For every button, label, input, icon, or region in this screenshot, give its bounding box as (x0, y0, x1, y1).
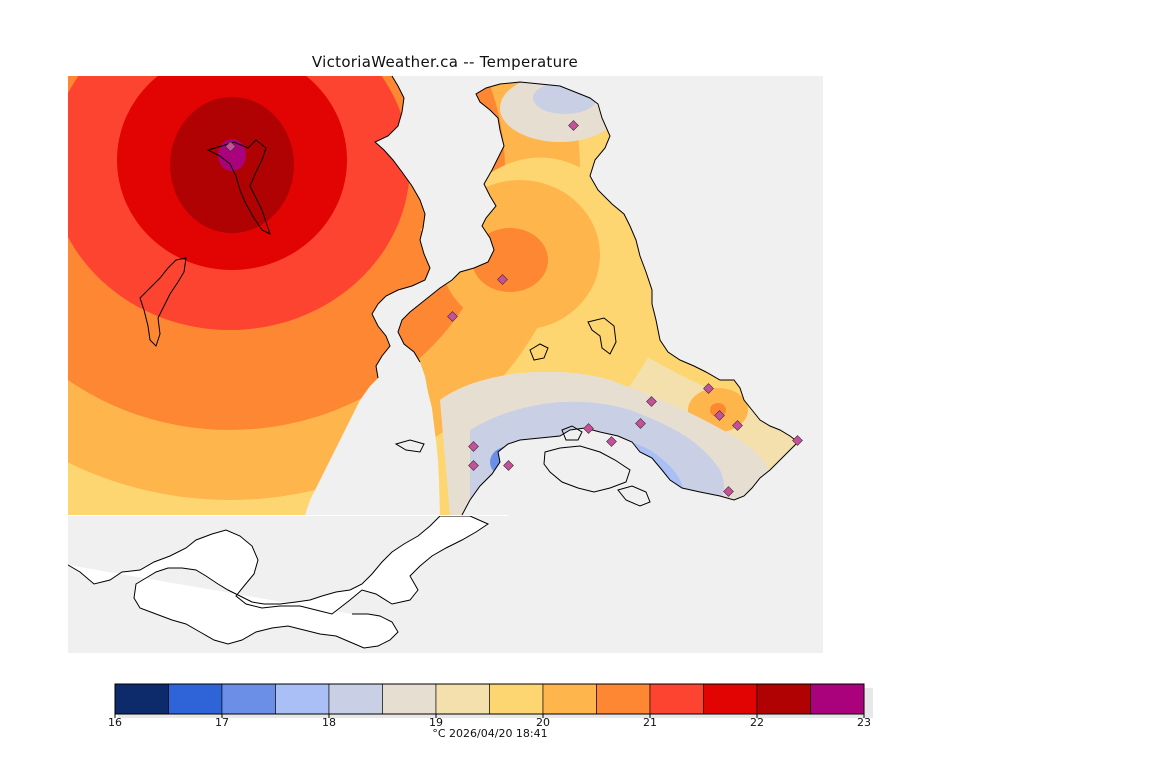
station-marker[interactable] (225, 141, 236, 152)
station-marker[interactable] (606, 436, 617, 447)
legend-bin (596, 683, 651, 715)
legend-frame (114, 683, 865, 715)
legend-bin (435, 683, 490, 715)
weather-stations[interactable] (225, 120, 803, 497)
station-marker[interactable] (714, 410, 725, 421)
legend-caption: °C 2026/04/20 18:41 (432, 727, 548, 740)
legend-tick-label: 16 (108, 716, 122, 729)
legend-bin (649, 683, 704, 715)
legend-bin (328, 683, 383, 715)
legend-tick-label: 21 (643, 716, 657, 729)
southern-landmass (67, 515, 490, 649)
station-marker[interactable] (792, 435, 803, 446)
station-marker[interactable] (568, 120, 579, 131)
station-marker[interactable] (732, 420, 743, 431)
legend-bins (114, 683, 865, 715)
legend-bin (275, 683, 330, 715)
legend-tick-label: 17 (215, 716, 229, 729)
legend-bin (221, 683, 276, 715)
station-marker[interactable] (497, 274, 508, 285)
legend-bin (489, 683, 544, 715)
legend-bin (114, 683, 169, 715)
legend-tick-label: 23 (857, 716, 871, 729)
station-marker[interactable] (503, 460, 514, 471)
coastlines (139, 75, 799, 516)
station-marker[interactable] (703, 383, 714, 394)
station-marker[interactable] (468, 441, 479, 452)
legend-ticks: 16 17 18 19 20 21 22 23 (108, 714, 871, 729)
station-marker[interactable] (723, 486, 734, 497)
map-title: VictoriaWeather.ca -- Temperature (311, 53, 579, 71)
station-marker[interactable] (646, 396, 657, 407)
legend-tick-label: 20 (536, 716, 550, 729)
legend-bin (542, 683, 597, 715)
legend-bin (168, 683, 223, 715)
legend-tick-label: 19 (429, 716, 443, 729)
station-marker[interactable] (447, 311, 458, 322)
legend-bin (756, 683, 811, 715)
legend-bin (382, 683, 437, 715)
legend-tick-label: 18 (322, 716, 336, 729)
legend-bin (703, 683, 758, 715)
station-marker[interactable] (635, 418, 646, 429)
legend-bin (810, 683, 865, 715)
legend-tick-label: 22 (750, 716, 764, 729)
station-marker[interactable] (583, 423, 594, 434)
station-marker[interactable] (468, 460, 479, 471)
